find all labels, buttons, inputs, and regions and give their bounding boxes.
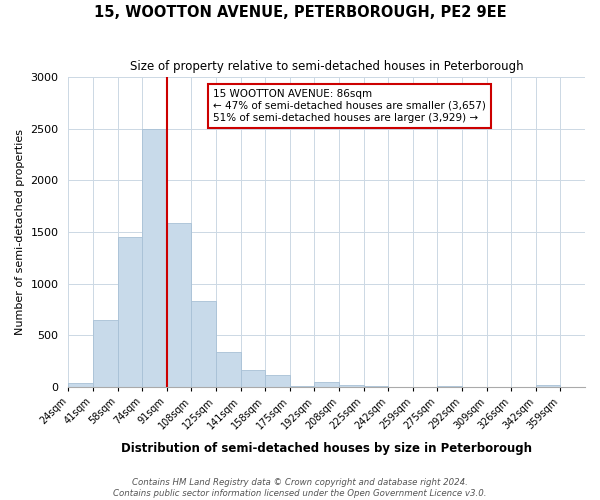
Bar	[167, 222, 191, 387]
Bar	[314, 382, 339, 387]
Bar	[142, 128, 167, 387]
Y-axis label: Number of semi-detached properties: Number of semi-detached properties	[15, 129, 25, 335]
Bar	[216, 352, 241, 387]
Bar	[93, 320, 118, 387]
X-axis label: Distribution of semi-detached houses by size in Peterborough: Distribution of semi-detached houses by …	[121, 442, 532, 455]
Bar	[241, 370, 265, 387]
Bar	[364, 386, 388, 387]
Bar	[191, 301, 216, 387]
Text: 15, WOOTTON AVENUE, PETERBOROUGH, PE2 9EE: 15, WOOTTON AVENUE, PETERBOROUGH, PE2 9E…	[94, 5, 506, 20]
Text: Contains HM Land Registry data © Crown copyright and database right 2024.
Contai: Contains HM Land Registry data © Crown c…	[113, 478, 487, 498]
Bar	[536, 385, 560, 387]
Bar	[68, 383, 93, 387]
Bar	[437, 386, 462, 387]
Bar	[265, 376, 290, 387]
Bar	[290, 386, 314, 387]
Text: 15 WOOTTON AVENUE: 86sqm
← 47% of semi-detached houses are smaller (3,657)
51% o: 15 WOOTTON AVENUE: 86sqm ← 47% of semi-d…	[213, 90, 486, 122]
Title: Size of property relative to semi-detached houses in Peterborough: Size of property relative to semi-detach…	[130, 60, 524, 73]
Bar	[339, 385, 364, 387]
Bar	[118, 237, 142, 387]
